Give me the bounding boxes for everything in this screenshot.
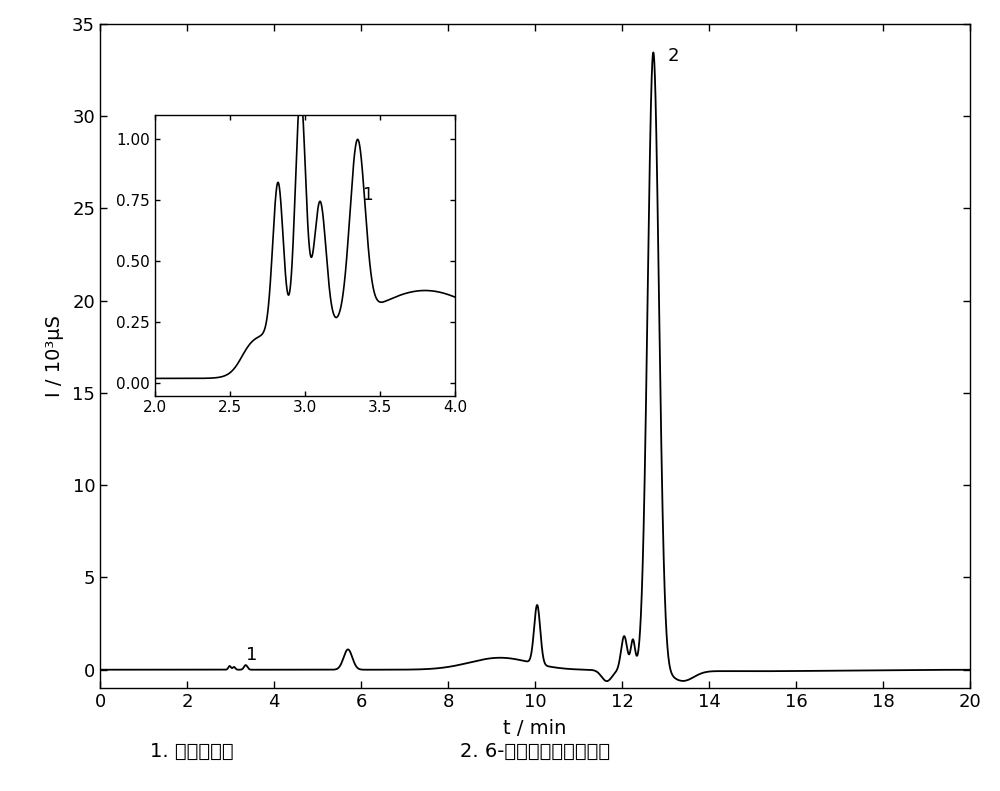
Text: 2: 2	[668, 47, 679, 65]
Y-axis label: I / 10³μS: I / 10³μS	[45, 315, 64, 397]
Text: 1. 溪化六甲錙: 1. 溪化六甲錙	[150, 742, 234, 761]
Text: 1: 1	[246, 645, 257, 664]
Text: 2. 6-溪己基三甲基溪化錙: 2. 6-溪己基三甲基溪化錙	[460, 742, 610, 761]
X-axis label: t / min: t / min	[503, 719, 567, 738]
Text: 1: 1	[362, 186, 373, 204]
